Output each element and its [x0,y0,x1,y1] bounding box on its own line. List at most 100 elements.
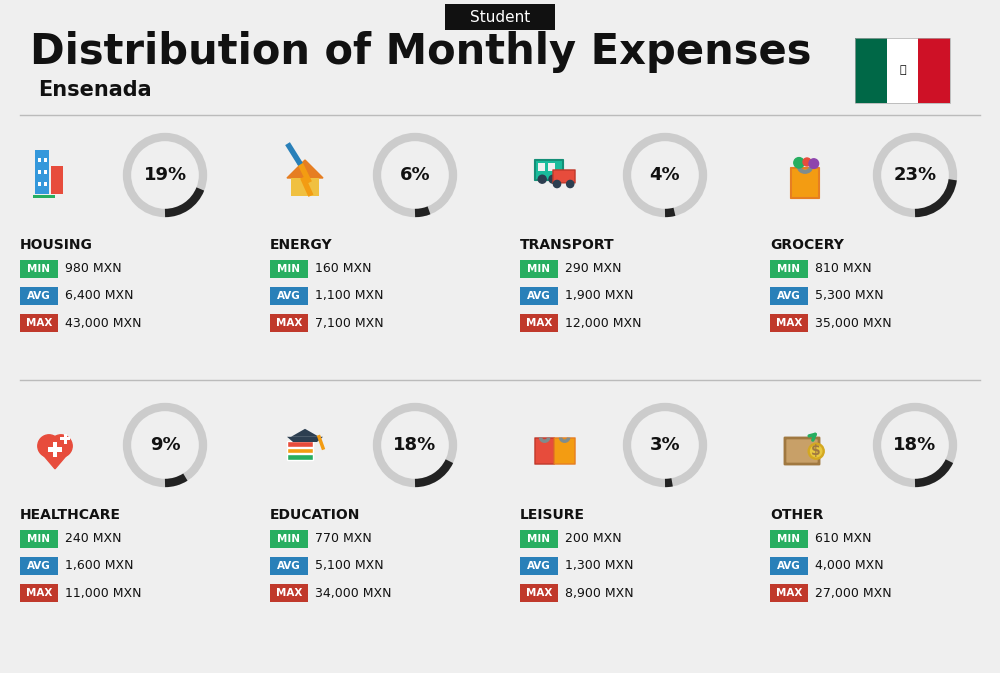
Bar [53,442,57,457]
FancyBboxPatch shape [520,557,558,575]
Circle shape [811,446,822,457]
Text: AVG: AVG [527,291,551,301]
FancyBboxPatch shape [20,314,58,332]
Text: 200 MXN: 200 MXN [565,532,622,546]
Text: 160 MXN: 160 MXN [315,262,372,275]
FancyBboxPatch shape [445,4,555,30]
FancyBboxPatch shape [270,584,308,602]
Text: 810 MXN: 810 MXN [815,262,872,275]
Circle shape [808,444,824,459]
Bar [44,182,47,186]
Text: 1,900 MXN: 1,900 MXN [565,289,634,302]
FancyBboxPatch shape [785,438,819,464]
Bar [855,38,887,103]
Bar [855,38,950,103]
Bar [35,150,49,194]
Bar [887,38,918,103]
Polygon shape [287,437,323,442]
FancyBboxPatch shape [270,530,308,548]
FancyBboxPatch shape [770,584,808,602]
FancyBboxPatch shape [770,314,808,332]
Text: 19%: 19% [143,166,187,184]
FancyBboxPatch shape [20,557,58,575]
Bar [38,170,41,174]
Text: 🦅: 🦅 [899,65,906,75]
Text: MAX: MAX [26,318,52,328]
FancyBboxPatch shape [20,287,58,305]
Text: OTHER: OTHER [770,508,823,522]
Text: 240 MXN: 240 MXN [65,532,122,546]
Text: 3%: 3% [650,436,680,454]
Text: 1,100 MXN: 1,100 MXN [315,289,384,302]
Circle shape [803,158,811,166]
Text: 9%: 9% [150,436,180,454]
FancyBboxPatch shape [270,557,308,575]
Bar [287,448,313,453]
Text: 290 MXN: 290 MXN [565,262,622,275]
FancyBboxPatch shape [553,170,575,183]
Text: 7,100 MXN: 7,100 MXN [315,316,384,330]
Text: 5,100 MXN: 5,100 MXN [315,559,384,573]
Text: TRANSPORT: TRANSPORT [520,238,615,252]
Text: AVG: AVG [27,561,51,571]
Bar [538,163,545,171]
FancyBboxPatch shape [770,287,808,305]
Text: MIN: MIN [778,534,800,544]
FancyBboxPatch shape [270,314,308,332]
FancyBboxPatch shape [20,260,58,278]
FancyBboxPatch shape [270,260,308,278]
Text: MIN: MIN [528,534,550,544]
Circle shape [549,175,557,183]
Circle shape [567,180,574,188]
Text: Student: Student [470,9,530,24]
Text: HEALTHCARE: HEALTHCARE [20,508,121,522]
FancyBboxPatch shape [520,287,558,305]
Circle shape [50,435,72,457]
Text: 6,400 MXN: 6,400 MXN [65,289,134,302]
Text: 35,000 MXN: 35,000 MXN [815,316,892,330]
FancyBboxPatch shape [535,438,554,464]
Text: MAX: MAX [526,318,552,328]
Text: 770 MXN: 770 MXN [315,532,372,546]
Bar [548,163,555,171]
Text: MIN: MIN [778,264,800,274]
Text: MAX: MAX [276,588,302,598]
Text: HOUSING: HOUSING [20,238,93,252]
FancyBboxPatch shape [520,314,558,332]
FancyBboxPatch shape [270,287,308,305]
Text: 34,000 MXN: 34,000 MXN [315,586,392,600]
Text: MIN: MIN [278,534,300,544]
Bar [38,158,41,162]
Text: AVG: AVG [777,561,801,571]
Text: 6%: 6% [400,166,430,184]
Text: 5,300 MXN: 5,300 MXN [815,289,884,302]
Bar [287,454,313,460]
Text: 11,000 MXN: 11,000 MXN [65,586,142,600]
Bar [287,441,313,447]
Text: AVG: AVG [527,561,551,571]
Text: AVG: AVG [27,291,51,301]
FancyBboxPatch shape [770,530,808,548]
Text: 43,000 MXN: 43,000 MXN [65,316,142,330]
FancyBboxPatch shape [20,530,58,548]
FancyBboxPatch shape [554,438,575,464]
Text: ENERGY: ENERGY [270,238,333,252]
Text: MAX: MAX [776,318,802,328]
Text: 12,000 MXN: 12,000 MXN [565,316,642,330]
Circle shape [809,159,819,168]
Text: MIN: MIN [28,264,50,274]
Text: MAX: MAX [526,588,552,598]
FancyBboxPatch shape [535,160,563,180]
Text: MAX: MAX [276,318,302,328]
Circle shape [794,157,804,168]
Text: 610 MXN: 610 MXN [815,532,872,546]
Bar [48,447,62,452]
Text: 18%: 18% [393,436,437,454]
FancyBboxPatch shape [520,260,558,278]
FancyBboxPatch shape [20,584,58,602]
Text: 1,300 MXN: 1,300 MXN [565,559,634,573]
Text: AVG: AVG [277,561,301,571]
Text: 4,000 MXN: 4,000 MXN [815,559,884,573]
Text: 23%: 23% [893,166,937,184]
Text: EDUCATION: EDUCATION [270,508,360,522]
